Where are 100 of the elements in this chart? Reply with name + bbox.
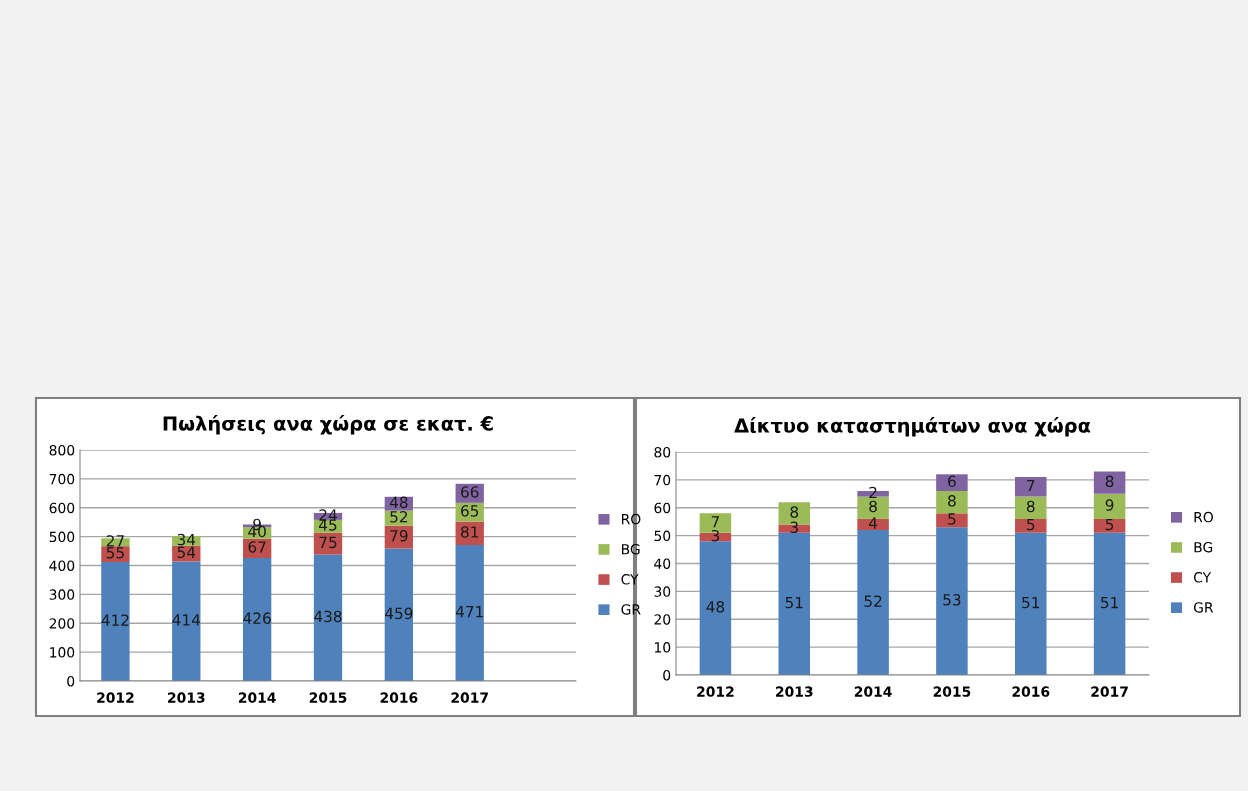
x-tick-label: 2016 (1012, 686, 1050, 697)
data-label: 67 (248, 541, 266, 553)
data-label: 5 (1027, 518, 1035, 531)
x-tick-label: 2012 (97, 692, 134, 703)
y-tick-label: 40 (654, 558, 671, 569)
data-label: 5 (948, 513, 956, 525)
data-label: 9 (1105, 499, 1114, 511)
data-label: 471 (455, 606, 483, 618)
bar (936, 527, 968, 675)
legend-label: CY (621, 574, 639, 585)
data-label: 79 (390, 529, 408, 542)
legend-label: CY (1193, 572, 1212, 583)
data-label: 7 (1027, 479, 1035, 492)
bar (455, 545, 484, 681)
data-label: 426 (243, 612, 271, 624)
y-tick-label: 0 (67, 675, 75, 687)
data-label: 459 (385, 607, 413, 620)
data-label: 65 (461, 505, 479, 517)
y-tick-label: 100 (50, 647, 75, 658)
data-label: 414 (172, 614, 201, 626)
data-label: 48 (706, 600, 725, 613)
bar (936, 474, 968, 492)
legend-label: BG (1194, 541, 1213, 553)
bar (1093, 493, 1126, 519)
data-label: 8 (948, 495, 956, 507)
data-label: 27 (106, 535, 124, 547)
y-tick-label: 500 (49, 531, 75, 543)
data-label: 75 (319, 536, 337, 549)
y-tick-label: 70 (654, 474, 671, 486)
bar (699, 541, 732, 675)
data-label: 8 (869, 500, 877, 513)
y-tick-label: 300 (49, 589, 75, 600)
legend-label: BG (622, 543, 640, 555)
y-tick-label: 400 (49, 560, 75, 571)
bar (936, 491, 968, 514)
data-label: 45 (319, 519, 337, 531)
chart-title: Πωλήσεις ανα χώρα σε εκατ. € (163, 415, 493, 435)
bar (1014, 477, 1047, 497)
data-label: 51 (1022, 597, 1040, 609)
bar (313, 532, 343, 555)
data-label: 8 (790, 506, 799, 518)
x-tick-label: 2016 (380, 692, 418, 703)
x-tick-label: 2013 (168, 692, 205, 703)
bar (1014, 532, 1047, 675)
bar (857, 518, 889, 531)
data-label: 48 (389, 496, 408, 509)
bar (1093, 471, 1126, 494)
bar (857, 496, 889, 519)
bar (172, 561, 201, 681)
data-label: 8 (1105, 475, 1114, 488)
x-tick-label: 2014 (238, 692, 276, 703)
y-tick-label: 50 (654, 530, 671, 542)
data-label: 54 (177, 546, 196, 559)
data-label: 438 (314, 610, 342, 623)
data-label: 4 (868, 517, 878, 529)
data-label: 81 (461, 526, 479, 538)
x-tick-label: 2017 (1091, 686, 1128, 697)
data-label: 52 (390, 511, 408, 523)
data-label: 52 (864, 595, 882, 607)
data-label: 5 (1105, 518, 1114, 531)
data-label: 8 (1026, 500, 1035, 513)
y-tick-label: 30 (654, 586, 671, 597)
legend-label: GR (621, 604, 641, 615)
data-label: 412 (101, 614, 129, 626)
legend-label: RO (1194, 511, 1213, 523)
data-label: 53 (943, 594, 961, 606)
y-tick-label: 80 (654, 446, 671, 458)
data-label: 55 (106, 547, 124, 559)
y-tick-label: 800 (49, 444, 75, 456)
data-label: 51 (785, 597, 803, 609)
y-tick-label: 200 (49, 618, 75, 629)
bar (936, 513, 968, 528)
bar (313, 554, 343, 681)
x-tick-label: 2015 (309, 692, 347, 703)
y-tick-label: 700 (49, 473, 75, 485)
bar (242, 557, 272, 681)
y-tick-label: 20 (654, 614, 671, 625)
bar (1093, 532, 1126, 675)
data-label: 6 (948, 475, 956, 488)
bar (101, 562, 130, 681)
y-tick-label: 0 (663, 669, 671, 681)
legend-label: GR (1193, 602, 1214, 613)
y-tick-label: 60 (654, 502, 671, 514)
x-tick-label: 2013 (776, 686, 813, 697)
bar (1014, 496, 1047, 519)
bar (1014, 518, 1047, 533)
bar (778, 532, 811, 675)
x-tick-label: 2017 (451, 692, 488, 703)
data-label: 51 (1101, 597, 1118, 609)
x-tick-label: 2012 (697, 686, 734, 697)
data-label: 66 (461, 486, 479, 498)
y-tick-label: 600 (49, 502, 75, 514)
x-tick-label: 2014 (854, 686, 892, 697)
data-label: 7 (711, 516, 719, 528)
y-tick-label: 10 (654, 642, 671, 653)
bar (384, 548, 414, 681)
data-label: 34 (177, 533, 196, 546)
legend-label: RO (622, 513, 641, 525)
x-tick-label: 2015 (933, 686, 971, 697)
bar (857, 530, 889, 675)
